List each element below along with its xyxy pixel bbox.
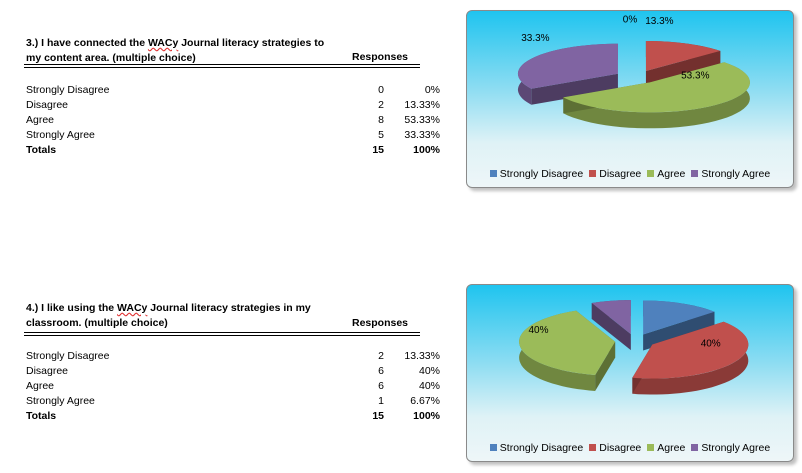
pie-slice-top [517, 43, 618, 89]
pie-slice-side [632, 321, 749, 395]
legend-item: Strongly Disagree [489, 168, 583, 180]
data-label-strongly-disagree: 13.3% [640, 285, 668, 287]
pie-slice-wall [591, 303, 631, 351]
pie-slice-top [591, 300, 631, 335]
pie-chart-question-3: 0% 13.3% 53.3% 33.3% Strongly Disagree Disag… [466, 10, 794, 188]
pie-slice-top [645, 40, 721, 71]
legend-item: Disagree [589, 168, 641, 180]
table-row: Strongly Disagree 0 0% [26, 84, 440, 96]
legend-swatch [589, 444, 597, 451]
responses-header: Responses [352, 317, 409, 329]
table-row: Disagree 6 40% [26, 365, 440, 377]
pie-slice-disagree [632, 321, 749, 395]
question-3-title: 3.) I have connected the WACy Journal li… [26, 37, 325, 64]
table-row: Disagree 2 13.33% [26, 99, 440, 111]
data-label-agree: 53.3% [681, 70, 709, 81]
legend-item: Strongly Disagree [489, 442, 583, 454]
data-label-disagree: 40% [701, 338, 721, 349]
legend-item: Agree [647, 442, 685, 454]
pie-slice-strongly-disagree [643, 300, 715, 351]
pie-slice-wall [643, 311, 715, 351]
table-row: Strongly Agree 1 6.67% [26, 395, 440, 407]
table-row: Agree 6 40% [26, 380, 440, 392]
pie-slice-top [519, 310, 616, 375]
legend-swatch [489, 444, 497, 451]
pie-slice-top [643, 300, 715, 335]
pie-slice-disagree [645, 40, 721, 87]
divider [24, 335, 420, 336]
responses-header: Responses [352, 51, 409, 63]
question-4-title: 4.) I like using the WACy Journal litera… [26, 302, 311, 329]
pie-slice-agree [519, 310, 616, 391]
data-label-disagree: 13.3% [645, 16, 673, 27]
totals-row: Totals 15 100% [26, 410, 440, 422]
legend-swatch [647, 170, 655, 177]
legend-swatch [589, 170, 597, 177]
legend-item: Disagree [589, 442, 641, 454]
pie-chart-question-4: 13.3% 40% 40% 6.7% Strongly Disagree Disagre… [466, 284, 794, 462]
pie-slice-wall [645, 50, 721, 87]
legend-item: Agree [647, 168, 685, 180]
data-label-strongly-agree: 6.7% [591, 285, 614, 286]
legend-swatch [691, 170, 699, 177]
pie-chart-svg: 13.3% 40% 40% 6.7% [519, 285, 749, 395]
legend-item: Strongly Agree [691, 442, 770, 454]
chart-legend: Strongly Disagree Disagree Agree Strongly A… [467, 168, 793, 180]
divider [24, 64, 420, 65]
legend-item: Strongly Agree [691, 168, 770, 180]
legend-swatch [647, 444, 655, 451]
pie-slice-side [563, 62, 750, 129]
data-label-agree: 40% [528, 325, 548, 336]
totals-row: Totals 15 100% [26, 144, 440, 156]
pie-slice-wall [531, 73, 618, 105]
legend-swatch [691, 444, 699, 451]
pie-chart-svg: 0% 13.3% 53.3% 33.3% [517, 15, 750, 129]
divider [24, 67, 420, 68]
table-row: Strongly Disagree 2 13.33% [26, 350, 440, 362]
data-label-strongly-agree: 33.3% [521, 33, 549, 44]
legend-swatch [489, 170, 497, 177]
divider [24, 332, 420, 333]
chart-legend: Strongly Disagree Disagree Agree Strongly A… [467, 442, 793, 454]
pie-slice-wall [595, 341, 616, 391]
table-row: Strongly Agree 5 33.33% [26, 129, 440, 141]
pie-slice-strongly-agree [517, 43, 618, 105]
pie-slice-strongly-agree [591, 300, 631, 351]
pie-slice-agree [563, 62, 750, 129]
data-label-strongly-disagree: 0% [623, 15, 638, 26]
table-row: Agree 8 53.33% [26, 114, 440, 126]
pie-slice-top [632, 321, 749, 379]
pie-slice-top [563, 62, 750, 113]
